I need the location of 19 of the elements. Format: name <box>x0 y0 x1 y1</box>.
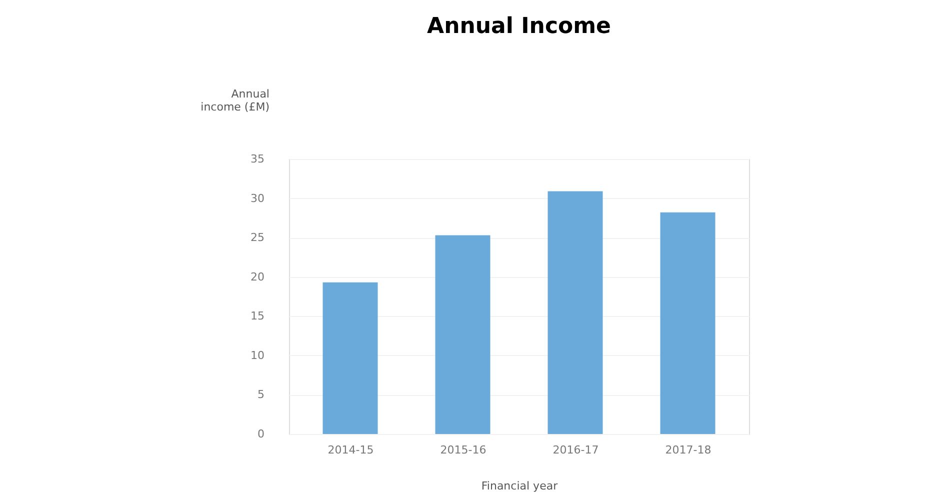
bar <box>435 235 490 434</box>
x-tick-label: 2014-15 <box>328 444 374 456</box>
x-tick-label: 2016-17 <box>552 444 599 456</box>
x-tick-label: 2017-18 <box>665 444 712 456</box>
y-tick-label: 30 <box>250 192 264 205</box>
y-tick-label: 15 <box>250 310 264 323</box>
chart-title: Annual Income <box>427 14 611 39</box>
x-tick-label: 2015-16 <box>440 444 486 456</box>
bar <box>660 212 716 434</box>
y-tick-label: 5 <box>258 388 264 402</box>
y-tick-label: 25 <box>250 231 264 244</box>
y-tick-label: 0 <box>258 428 264 440</box>
y-tick-label: 10 <box>250 348 264 362</box>
y-tick-label: 20 <box>250 270 264 284</box>
y-tick-label: 35 <box>250 152 264 166</box>
y-axis-title: Annual income (£M) <box>200 88 270 114</box>
bar <box>548 191 603 434</box>
x-axis-title: Financial year <box>481 480 558 492</box>
bar <box>322 282 378 434</box>
